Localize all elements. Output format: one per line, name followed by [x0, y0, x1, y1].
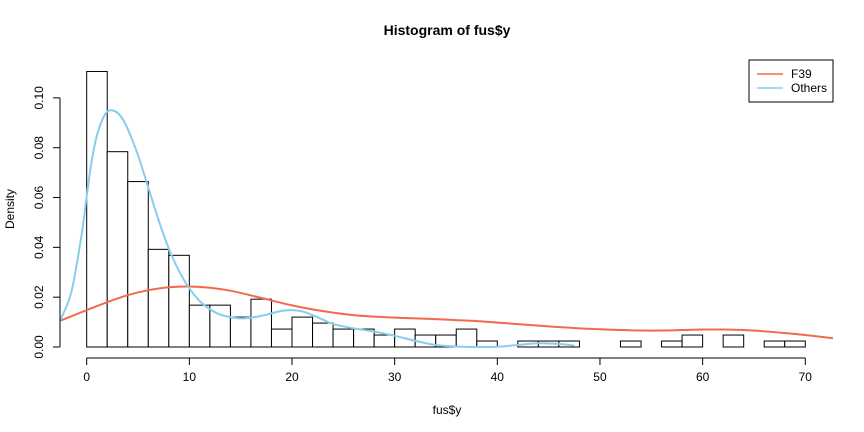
- histogram-bar: [681, 334, 704, 348]
- x-tick-label: 30: [388, 370, 402, 384]
- density-curves: [59, 109, 834, 349]
- legend-label-f39: F39: [791, 67, 812, 81]
- histogram-bar: [373, 334, 396, 348]
- histogram-bar: [763, 340, 786, 348]
- x-tick-label: 0: [83, 370, 90, 384]
- histogram-bar: [661, 340, 683, 348]
- histogram-bars: [86, 70, 806, 348]
- x-tick-label: 70: [799, 370, 813, 384]
- legend: F39 Others: [748, 59, 834, 103]
- x-tick-label: 10: [183, 370, 197, 384]
- histogram-bar: [188, 304, 211, 348]
- x-tick-label: 20: [285, 370, 299, 384]
- x-tick-label: 60: [696, 370, 710, 384]
- legend-label-others: Others: [791, 81, 827, 95]
- histogram-bar: [270, 328, 293, 348]
- y-tick-label: 0.06: [32, 186, 46, 210]
- histogram-bar: [127, 181, 149, 348]
- histogram-bar: [332, 328, 355, 348]
- chart-title: Histogram of fus$y: [384, 22, 511, 38]
- histogram-bar: [312, 322, 334, 348]
- histogram-bar: [455, 328, 478, 348]
- histogram-bar: [620, 340, 642, 348]
- histogram-bar: [147, 248, 170, 348]
- x-tick-label: 40: [491, 370, 505, 384]
- y-tick-label: 0.00: [32, 335, 46, 359]
- histogram-bar: [784, 340, 806, 348]
- y-axis-label: Density: [3, 189, 17, 229]
- y-tick-label: 0.10: [32, 86, 46, 110]
- y-tick-label: 0.04: [32, 235, 46, 259]
- legend-box: [748, 59, 834, 103]
- density-line-others: [59, 109, 575, 349]
- x-axis: 0 10 20 30 40 50 60 70: [83, 357, 813, 384]
- x-axis-label: fus$y: [433, 403, 462, 417]
- histogram-bar: [229, 316, 252, 348]
- histogram-bar: [250, 298, 272, 348]
- density-line-f39: [59, 285, 834, 340]
- y-axis: 0.00 0.02 0.04 0.06 0.08 0.10: [32, 86, 61, 359]
- histogram-bar: [722, 334, 745, 348]
- x-tick-label: 50: [593, 370, 607, 384]
- y-tick-label: 0.02: [32, 285, 46, 309]
- y-tick-label: 0.08: [32, 136, 46, 160]
- histogram-bar: [106, 151, 129, 348]
- histogram-bar: [291, 316, 314, 348]
- histogram-bar: [168, 254, 190, 348]
